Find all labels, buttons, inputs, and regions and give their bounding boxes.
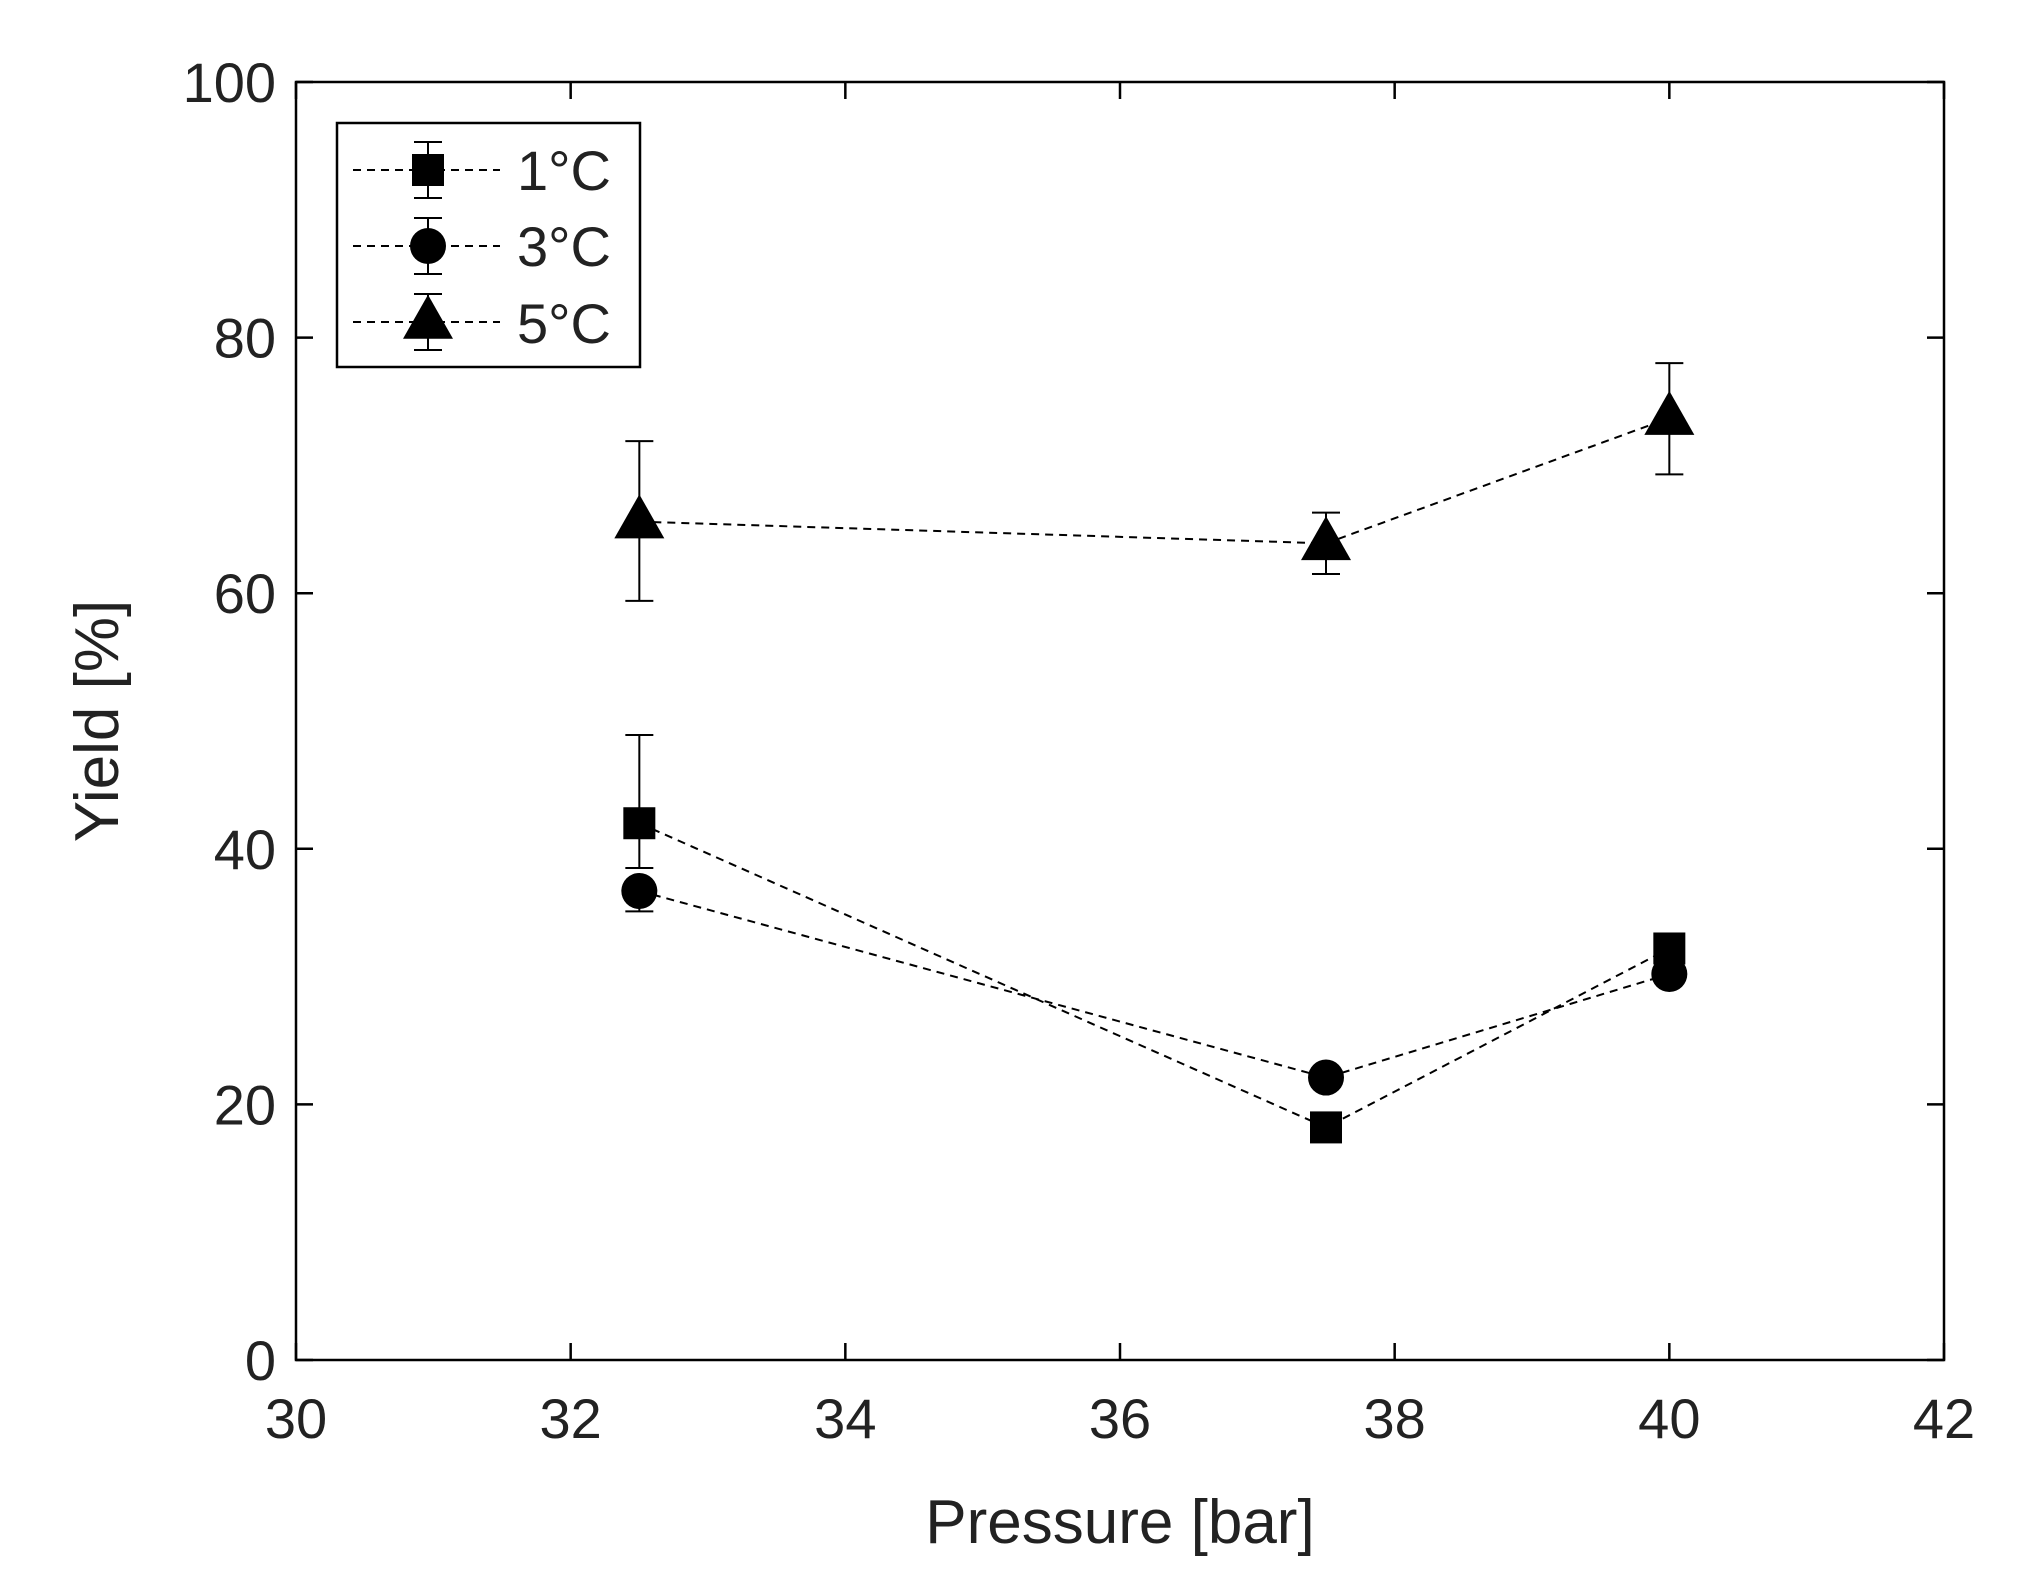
data-point-circle <box>621 872 658 909</box>
plot-frame <box>294 80 1946 1362</box>
y-tick-label: 0 <box>245 1329 276 1392</box>
y-tick-label: 20 <box>214 1073 276 1136</box>
legend-marker-square <box>412 154 444 186</box>
y-axis-label: Yield [%] <box>63 600 132 842</box>
data-point-circle <box>1651 956 1688 993</box>
x-tick-label: 38 <box>1364 1387 1426 1450</box>
data-point-square <box>623 807 656 840</box>
data-series <box>614 362 1695 1144</box>
y-tick-label: 60 <box>214 562 276 625</box>
legend-entries <box>353 141 500 351</box>
y-tick-label: 100 <box>183 51 276 114</box>
x-axis-label: Pressure [bar] <box>925 1488 1314 1557</box>
x-tick-label: 40 <box>1638 1387 1700 1450</box>
series-circle <box>621 872 1688 1096</box>
legend-marker-triangle <box>403 294 453 339</box>
legend-label: 1°C <box>517 139 611 202</box>
x-tick-labels: 30 32 34 36 38 40 42 <box>265 1387 1975 1450</box>
x-tick-label: 32 <box>540 1387 602 1450</box>
x-tick-label: 34 <box>814 1387 876 1450</box>
data-point-circle <box>1308 1059 1344 1096</box>
legend-entry <box>353 217 500 275</box>
legend-entry <box>353 293 500 351</box>
y-tick-labels: 0 20 40 60 80 100 <box>183 51 276 1392</box>
series-square <box>623 734 1686 1144</box>
data-point-triangle <box>1301 516 1351 561</box>
legend: 1°C 3°C 5°C <box>335 121 642 369</box>
x-tick-label: 42 <box>1913 1387 1975 1450</box>
y-tick-label: 80 <box>214 307 276 370</box>
legend-marker-circle <box>410 228 446 264</box>
legend-entry <box>353 141 500 199</box>
x-tick-label: 30 <box>265 1387 327 1450</box>
y-tick-label: 40 <box>214 818 276 881</box>
data-point-square <box>1310 1111 1342 1144</box>
series-line <box>638 822 1670 1129</box>
x-tick-label: 36 <box>1089 1387 1151 1450</box>
legend-label: 3°C <box>517 215 611 278</box>
data-point-triangle <box>614 494 665 539</box>
series-triangle <box>614 362 1695 602</box>
legend-label: 5°C <box>517 292 611 355</box>
data-point-triangle <box>1644 390 1695 435</box>
